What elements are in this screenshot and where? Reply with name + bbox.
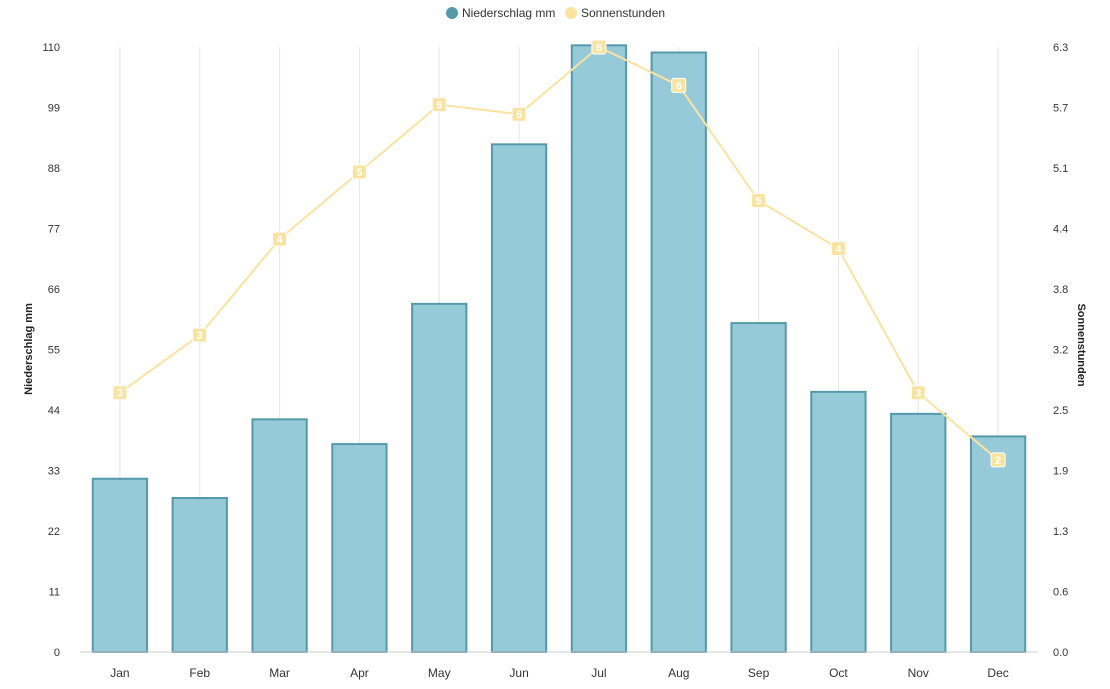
y-tick-label-left: 22 xyxy=(48,526,60,538)
y-tick-label-right: 3.8 xyxy=(1053,284,1068,296)
x-tick-label: Oct xyxy=(829,666,848,680)
y-tick-label-left: 77 xyxy=(48,224,60,236)
data-label: 6 xyxy=(676,80,682,92)
legend-marker-sunshine xyxy=(565,7,577,19)
data-label: 6 xyxy=(436,100,442,112)
y-tick-label-left: 110 xyxy=(42,42,60,54)
x-tick-label: Apr xyxy=(350,666,369,680)
y-tick-label-right: 5.1 xyxy=(1053,163,1068,175)
data-label: 3 xyxy=(117,388,123,400)
data-point-marker xyxy=(272,231,288,247)
bar[interactable] xyxy=(810,390,867,653)
data-point[interactable]: 6 xyxy=(671,77,687,93)
y-axis-title-left: Niederschlag mm xyxy=(23,303,35,395)
data-point-marker xyxy=(431,97,447,113)
x-tick-label: Jul xyxy=(591,666,606,680)
x-tick-label: Feb xyxy=(189,666,210,680)
legend-label-sunshine: Sonnenstunden xyxy=(581,6,665,20)
data-point-marker xyxy=(671,77,687,93)
bar[interactable] xyxy=(969,435,1027,653)
bar-series xyxy=(91,44,1027,654)
data-point-marker xyxy=(830,241,846,257)
bar[interactable] xyxy=(650,51,707,653)
y-axis-title-right: Sonnenstunden xyxy=(1075,303,1087,386)
data-point[interactable]: 3 xyxy=(192,327,208,343)
data-point-marker xyxy=(591,39,607,55)
y-tick-label-left: 44 xyxy=(48,405,60,417)
data-label: 5 xyxy=(356,167,362,179)
bar[interactable] xyxy=(570,44,628,654)
data-label: 2 xyxy=(995,455,1001,467)
y-tick-label-right: 5.7 xyxy=(1053,103,1068,115)
data-point[interactable]: 5 xyxy=(751,193,767,209)
bar[interactable] xyxy=(730,322,787,653)
y-tick-label-left: 88 xyxy=(48,163,60,175)
y-tick-label-right: 1.3 xyxy=(1053,526,1068,538)
x-tick-label: May xyxy=(428,666,451,680)
x-tick-label: Jun xyxy=(509,666,528,680)
x-tick-label: Jan xyxy=(110,666,129,680)
data-point-marker xyxy=(990,452,1006,468)
bar[interactable] xyxy=(171,497,228,653)
data-label: 4 xyxy=(277,234,284,246)
data-label: 3 xyxy=(915,388,921,400)
data-point-marker xyxy=(192,327,208,343)
y-tick-label-right: 4.4 xyxy=(1053,224,1068,236)
x-tick-label: Dec xyxy=(987,666,1008,680)
y-tick-label-right: 2.5 xyxy=(1053,405,1068,417)
y-tick-label-right: 3.2 xyxy=(1053,345,1068,357)
legend-item-precipitation[interactable]: Niederschlag mm xyxy=(446,6,555,20)
bar[interactable] xyxy=(411,302,468,653)
y-tick-label-right: 6.3 xyxy=(1053,42,1068,54)
data-point-marker xyxy=(910,385,926,401)
bar[interactable] xyxy=(91,477,149,653)
data-point[interactable]: 3 xyxy=(112,385,128,401)
legend-marker-precipitation xyxy=(446,7,458,19)
sunshine-line xyxy=(119,45,999,461)
data-point[interactable]: 3 xyxy=(910,385,926,401)
data-point[interactable]: 5 xyxy=(351,164,367,180)
x-tick-label: Sep xyxy=(748,666,770,680)
y-tick-label-left: 33 xyxy=(48,466,60,478)
y-tick-label-right: 0.0 xyxy=(1053,647,1068,659)
data-point-marker xyxy=(751,193,767,209)
y-tick-label-right: 0.6 xyxy=(1053,587,1068,599)
y-tick-label-right: 1.9 xyxy=(1053,466,1068,478)
data-point[interactable]: 6 xyxy=(591,39,607,55)
legend-item-sunshine[interactable]: Sonnenstunden xyxy=(565,6,665,20)
bar[interactable] xyxy=(490,143,548,653)
y-tick-label-left: 66 xyxy=(48,284,60,296)
x-axis: Jan Feb Mar Apr May Jun Jul Aug Sep Oct Nov Dec xyxy=(110,666,1009,680)
legend: Niederschlag mm Sonnenstunden xyxy=(446,6,665,20)
data-point[interactable]: 2 xyxy=(990,452,1006,468)
bar[interactable] xyxy=(251,418,308,653)
data-point-marker xyxy=(351,164,367,180)
legend-label-precipitation: Niederschlag mm xyxy=(462,6,555,20)
data-label: 4 xyxy=(835,244,842,256)
x-tick-label: Aug xyxy=(668,666,689,680)
y-tick-label-left: 11 xyxy=(49,587,60,599)
bar[interactable] xyxy=(331,443,388,653)
data-label: 6 xyxy=(516,109,522,121)
y-tick-label-left: 55 xyxy=(48,345,60,357)
data-label: 3 xyxy=(197,330,203,342)
data-point[interactable]: 4 xyxy=(830,241,846,257)
data-label: 5 xyxy=(756,196,762,208)
x-tick-label: Mar xyxy=(269,666,290,680)
y-axis-left: 0 11 22 33 44 55 66 77 88 99 110 xyxy=(42,42,60,659)
line-series: 3 3 4 5 6 6 6 6 5 4 3 2 xyxy=(112,39,1006,468)
data-point[interactable]: 6 xyxy=(511,106,527,122)
data-point[interactable]: 6 xyxy=(431,97,447,113)
x-tick-label: Nov xyxy=(908,666,929,680)
y-tick-label-left: 0 xyxy=(54,647,60,659)
y-axis-right: 0.0 0.6 1.3 1.9 2.5 3.2 3.8 4.4 5.1 5.7 6.3 xyxy=(1053,42,1068,659)
y-tick-label-left: 99 xyxy=(48,103,60,115)
data-point[interactable]: 4 xyxy=(272,231,288,247)
data-point-marker xyxy=(511,106,527,122)
bar[interactable] xyxy=(890,412,947,653)
data-label: 6 xyxy=(596,42,602,54)
data-point-marker xyxy=(112,385,128,401)
